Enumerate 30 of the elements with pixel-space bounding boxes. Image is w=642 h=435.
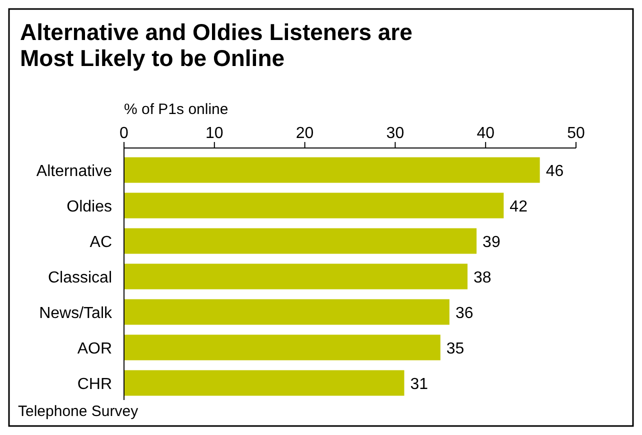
- y-tick-label: News/Talk: [39, 304, 113, 322]
- data-label: 35: [446, 340, 464, 358]
- bar: [124, 264, 468, 290]
- data-label: 42: [510, 198, 528, 216]
- y-tick-label: Oldies: [66, 198, 112, 216]
- bar: [124, 228, 477, 254]
- y-tick-label: Classical: [48, 270, 112, 286]
- data-label: 39: [482, 234, 500, 252]
- x-axis-title: % of P1s online: [124, 101, 228, 118]
- x-tick-label: 40: [476, 125, 495, 142]
- data-label: 36: [455, 304, 474, 322]
- x-tick-label: 20: [296, 125, 314, 142]
- bar: [124, 334, 440, 360]
- data-label: 31: [410, 376, 428, 393]
- bar: [124, 192, 504, 218]
- x-tick-label: 50: [567, 125, 585, 142]
- y-tick-label: CHR: [77, 376, 112, 393]
- y-tick-label: Alternative: [36, 163, 112, 180]
- y-tick-label: AC: [90, 234, 112, 252]
- x-tick-label: 0: [120, 125, 129, 142]
- data-label: 38: [474, 270, 492, 286]
- data-label: 46: [546, 163, 564, 180]
- bar: [124, 157, 540, 183]
- x-tick-label: 10: [206, 125, 224, 142]
- y-tick-label: AOR: [77, 340, 112, 358]
- chart-title: Alternative and Oldies Listeners are Most Likely to be Online: [20, 19, 412, 71]
- bar: [124, 370, 404, 396]
- text: Telephone Survey: [18, 403, 139, 420]
- x-tick-label: 30: [386, 125, 404, 142]
- bar: [124, 299, 450, 325]
